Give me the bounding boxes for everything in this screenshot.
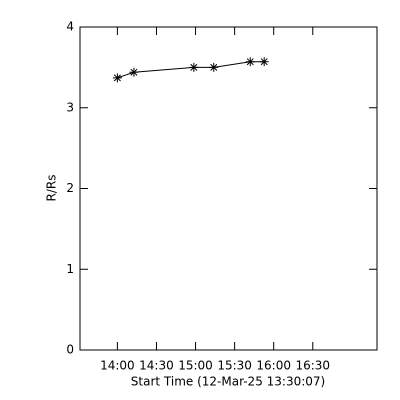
data-point: [189, 62, 199, 72]
x-tick-label: 14:30: [139, 359, 174, 373]
data-point: [259, 57, 269, 67]
y-tick-label: 2: [66, 181, 74, 195]
y-tick-label: 4: [66, 20, 74, 34]
x-tick-label: 15:00: [178, 359, 213, 373]
marker-stroke: [130, 68, 138, 76]
data-point: [209, 62, 219, 72]
y-tick-label: 1: [66, 262, 74, 276]
data-point: [112, 73, 122, 83]
marker-stroke: [210, 63, 218, 71]
y-tick-label: 3: [66, 100, 74, 114]
y-tick-label: 0: [66, 343, 74, 357]
marker-stroke: [113, 74, 121, 82]
y-axis-label: R/Rs: [45, 175, 59, 202]
x-tick-label: 14:00: [100, 359, 135, 373]
x-tick-label: 16:00: [256, 359, 291, 373]
x-tick-label: 15:30: [217, 359, 252, 373]
marker-stroke: [190, 63, 198, 71]
x-tick-label: 16:30: [295, 359, 330, 373]
data-point: [129, 67, 139, 77]
x-axis-label: Start Time (12-Mar-25 13:30:07): [131, 375, 325, 389]
marker-stroke: [260, 58, 268, 66]
marker-stroke: [246, 58, 254, 66]
data-point: [245, 57, 255, 67]
